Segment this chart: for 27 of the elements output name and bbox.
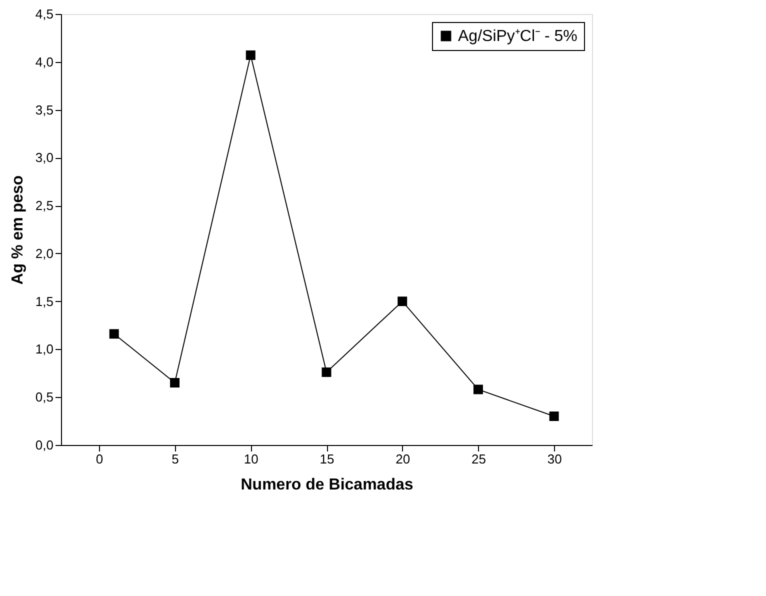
- y-tick-label: 4,5: [35, 6, 54, 22]
- y-tick-label: 1,0: [35, 342, 54, 357]
- y-tick-label: 2,5: [35, 198, 54, 214]
- y-tick-label: 4,0: [35, 54, 54, 70]
- x-tick-label: 10: [244, 452, 258, 466]
- y-tick-label: 3,5: [35, 102, 54, 118]
- y-axis-title: Ag % em peso: [9, 175, 26, 285]
- point: [322, 367, 332, 377]
- x-axis-title: Numero de Bicamadas: [240, 476, 414, 494]
- y-tick-label: 2,0: [35, 246, 54, 261]
- y-tick-label: 3,0: [35, 150, 54, 166]
- x-tick-label: 30: [547, 452, 562, 466]
- y-tick-label: 1,5: [35, 294, 54, 309]
- y-tick-label: 0,0: [35, 438, 54, 452]
- x-tick-label: 0: [96, 452, 104, 466]
- point: [170, 378, 180, 388]
- x-tick-label: 5: [172, 452, 179, 466]
- point: [549, 412, 559, 422]
- point: [246, 50, 256, 60]
- x-tick-label: 25: [471, 452, 486, 466]
- y-tick-label: 0,5: [35, 390, 54, 405]
- x-tick-label: 20: [396, 452, 410, 466]
- point: [398, 296, 408, 306]
- x-tick-label: 15: [320, 452, 334, 466]
- legend-label: Ag/SiPy⁺Cl⁻ - 5%: [458, 28, 578, 45]
- point: [473, 384, 483, 394]
- point: [109, 329, 119, 339]
